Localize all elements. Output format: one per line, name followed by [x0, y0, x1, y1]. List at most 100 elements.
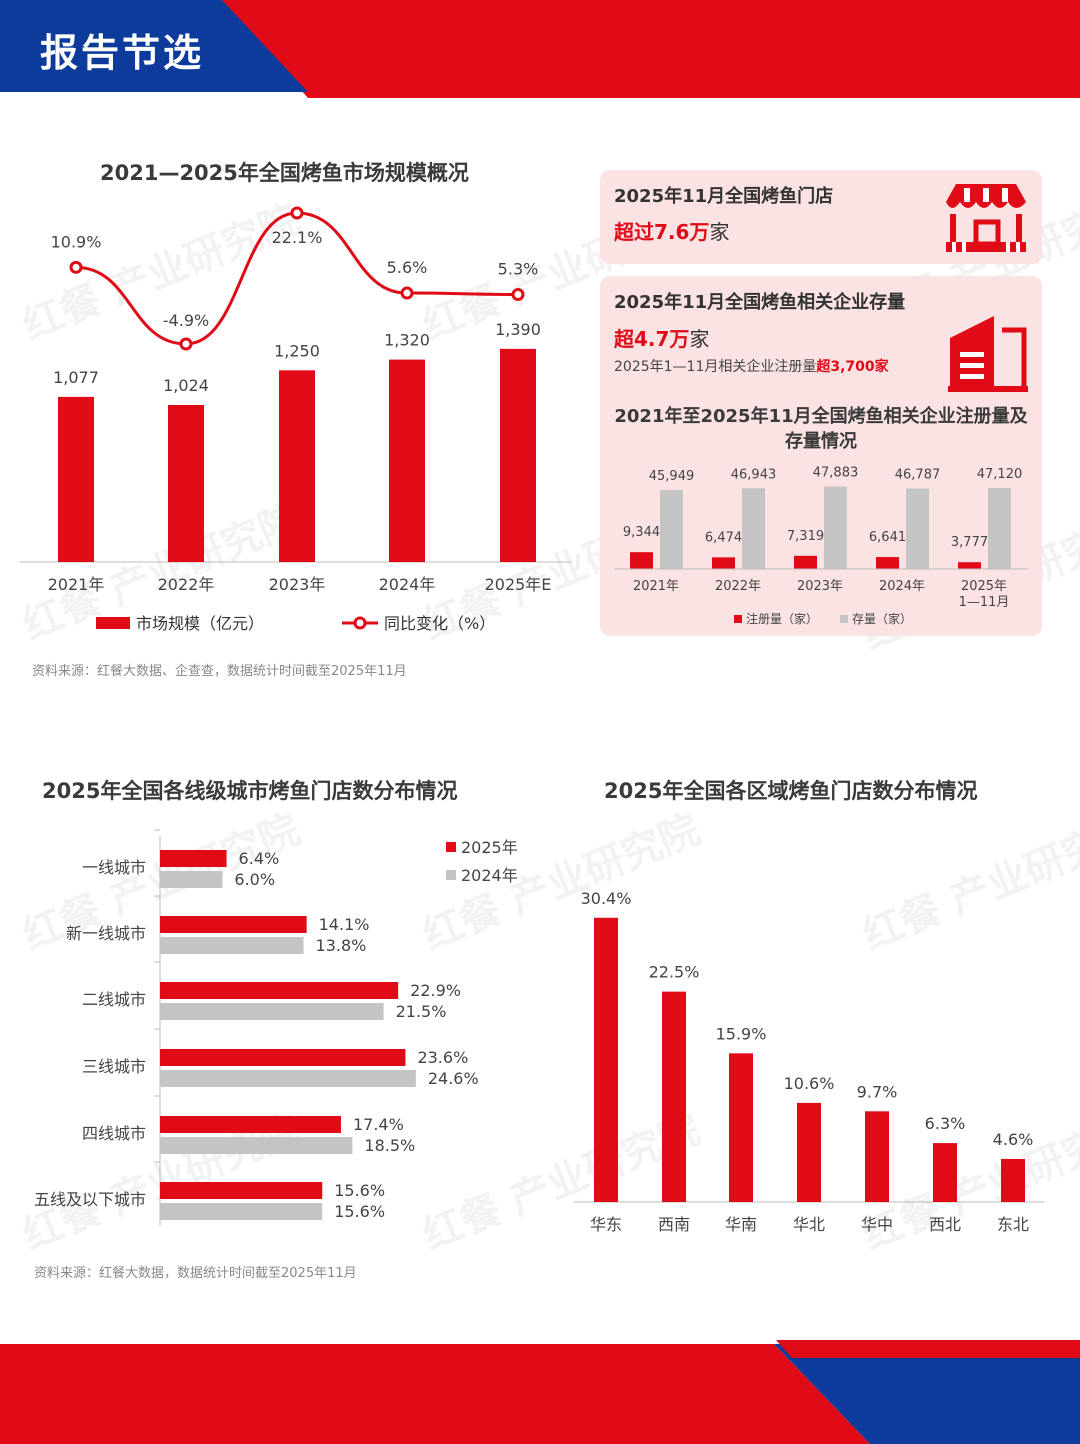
market-bar [279, 370, 315, 562]
tier-category-label: 一线城市 [82, 858, 146, 877]
registration-bar-label: 6,474 [705, 530, 742, 545]
footer-blue-band [774, 1344, 1080, 1444]
legend-bar-swatch [96, 617, 130, 629]
registration-bar-label: 9,344 [623, 525, 660, 540]
enterprise-registration-chart: 9,344 6,474 7,319 6,641 3,777 45,949 46,943 47,… [614, 466, 1028, 626]
footer-red-accent [776, 1340, 1080, 1358]
market-chart-title: 2021—2025年全国烤鱼市场规模概况 [100, 161, 469, 185]
region-bar-label: 4.6% [993, 1130, 1034, 1149]
region-bar [797, 1102, 821, 1202]
registration-bar [794, 555, 817, 569]
stores-stat-value: 超过7.6万家 [614, 216, 729, 245]
region-category-label: 西南 [658, 1215, 690, 1234]
stores-stat-unit: 家 [709, 220, 730, 244]
tier-chart-title: 2025年全国各线级城市烤鱼门店数分布情况 [42, 779, 458, 803]
region-bar-label: 10.6% [784, 1074, 835, 1093]
tier-label-2024: 21.5% [396, 1002, 447, 1021]
registration-bar-label: 7,319 [787, 529, 824, 544]
legend-2025-swatch [446, 842, 456, 852]
enterprise-chart-title: 2021年至2025年11月全国烤鱼相关企业注册量及存量情况 [614, 406, 1028, 452]
market-x-tick-label: 2023年 [269, 575, 326, 594]
region-bar-label: 9.7% [857, 1082, 898, 1101]
tier-source-note: 资料来源：红餐大数据，数据统计时间截至2025年11月 [34, 1266, 357, 1281]
tier-bar-2024 [160, 1137, 353, 1154]
market-x-tick-label: 2021年 [48, 575, 105, 594]
enterprise-x-tick-label: 2022年 [715, 579, 761, 594]
enterprise-x-tick-label: 2021年 [633, 579, 679, 594]
tier-label-2025: 22.9% [410, 981, 461, 1000]
tier-bar-2025 [160, 982, 399, 999]
region-chart-title: 2025年全国各区域烤鱼门店数分布情况 [604, 779, 978, 803]
legend-stock-swatch [840, 615, 848, 623]
region-category-label: 东北 [997, 1215, 1029, 1234]
tier-label-2024: 15.6% [334, 1202, 385, 1221]
legend-line-marker [353, 616, 367, 630]
tier-bar-2025 [160, 916, 307, 933]
region-bar [865, 1111, 889, 1202]
region-bar-label: 30.4% [581, 889, 632, 908]
region-category-label: 华北 [793, 1215, 825, 1234]
footer-banner [0, 1340, 1080, 1444]
yoy-label: 22.1% [272, 228, 323, 247]
enterprise-registration-note: 2025年1—11月相关企业注册量超3,700家 [614, 356, 889, 376]
tier-bar-2024 [160, 1070, 416, 1087]
stock-bar [660, 489, 683, 569]
region-bar [1001, 1158, 1025, 1202]
tier-label-2025: 17.4% [353, 1115, 404, 1134]
market-bar-label: 1,077 [53, 368, 99, 387]
tier-label-2024: 24.6% [428, 1069, 479, 1088]
stock-bar-label: 45,949 [649, 469, 695, 484]
footer-red-band [0, 1344, 870, 1444]
enterprise-stat-unit: 家 [689, 327, 710, 351]
registration-bar [712, 557, 735, 569]
stock-bar-label: 46,787 [895, 468, 941, 483]
legend-stock-label: 存量（家） [852, 611, 912, 626]
legend-2024-label: 2024年 [461, 866, 518, 885]
market-bar [58, 396, 94, 562]
legend-bar-label: 市场规模（亿元） [136, 614, 264, 633]
market-bar-label: 1,390 [495, 320, 541, 339]
market-source-note: 资料来源：红餐大数据、企查查，数据统计时间截至2025年11月 [32, 664, 407, 679]
tier-label-2025: 23.6% [417, 1048, 468, 1067]
storefront-icon [946, 184, 1026, 252]
tier-label-2025: 15.6% [334, 1181, 385, 1200]
stock-bar-label: 47,883 [813, 466, 859, 481]
building-icon [948, 316, 1028, 392]
tier-bar-2024 [160, 937, 304, 954]
header-banner [0, 0, 1080, 98]
region-bar-label: 6.3% [925, 1114, 966, 1133]
enterprise-stat-number: 超4.7万 [614, 327, 690, 351]
yoy-label: 10.9% [51, 232, 102, 251]
enterprise-stat-title: 2025年11月全国烤鱼相关企业存量 [614, 292, 906, 313]
enterprise-x-tick-label: 1—11月 [959, 595, 1010, 610]
stores-stat-number: 超过7.6万 [614, 220, 710, 244]
tier-label-2024: 18.5% [364, 1136, 415, 1155]
registration-bar [630, 552, 653, 569]
tier-bar-2024 [160, 1203, 323, 1220]
region-bar [594, 917, 618, 1202]
yoy-point [511, 288, 525, 302]
market-bar [168, 404, 204, 562]
tier-category-label: 三线城市 [82, 1057, 146, 1076]
market-size-chart: 1,077 2021年 1,024 2022年 1,250 2023年 1,320 2024年… [20, 206, 572, 633]
enterprise-note-highlight: 超3,700家 [816, 359, 889, 375]
yoy-point [69, 260, 83, 274]
registration-bar [876, 557, 899, 569]
yoy-point [290, 206, 304, 220]
page-title: 报告节选 [40, 31, 205, 75]
market-x-tick-label: 2024年 [379, 575, 436, 594]
stock-bar-label: 46,943 [731, 467, 777, 482]
stock-bar [824, 486, 847, 569]
tier-category-label: 新一线城市 [66, 924, 146, 943]
region-category-label: 华南 [725, 1215, 757, 1234]
yoy-label: 5.6% [387, 258, 428, 277]
header-blue-band [0, 0, 308, 92]
tier-bar-2025 [160, 1116, 341, 1133]
enterprise-stat-value: 超4.7万家 [614, 323, 709, 352]
region-bar-label: 22.5% [649, 963, 700, 982]
yoy-line [75, 211, 519, 346]
tier-bar-2025 [160, 1182, 323, 1199]
header-red-band [0, 0, 1080, 98]
registration-bar-label: 6,641 [869, 530, 906, 545]
market-bar-label: 1,320 [384, 331, 430, 350]
